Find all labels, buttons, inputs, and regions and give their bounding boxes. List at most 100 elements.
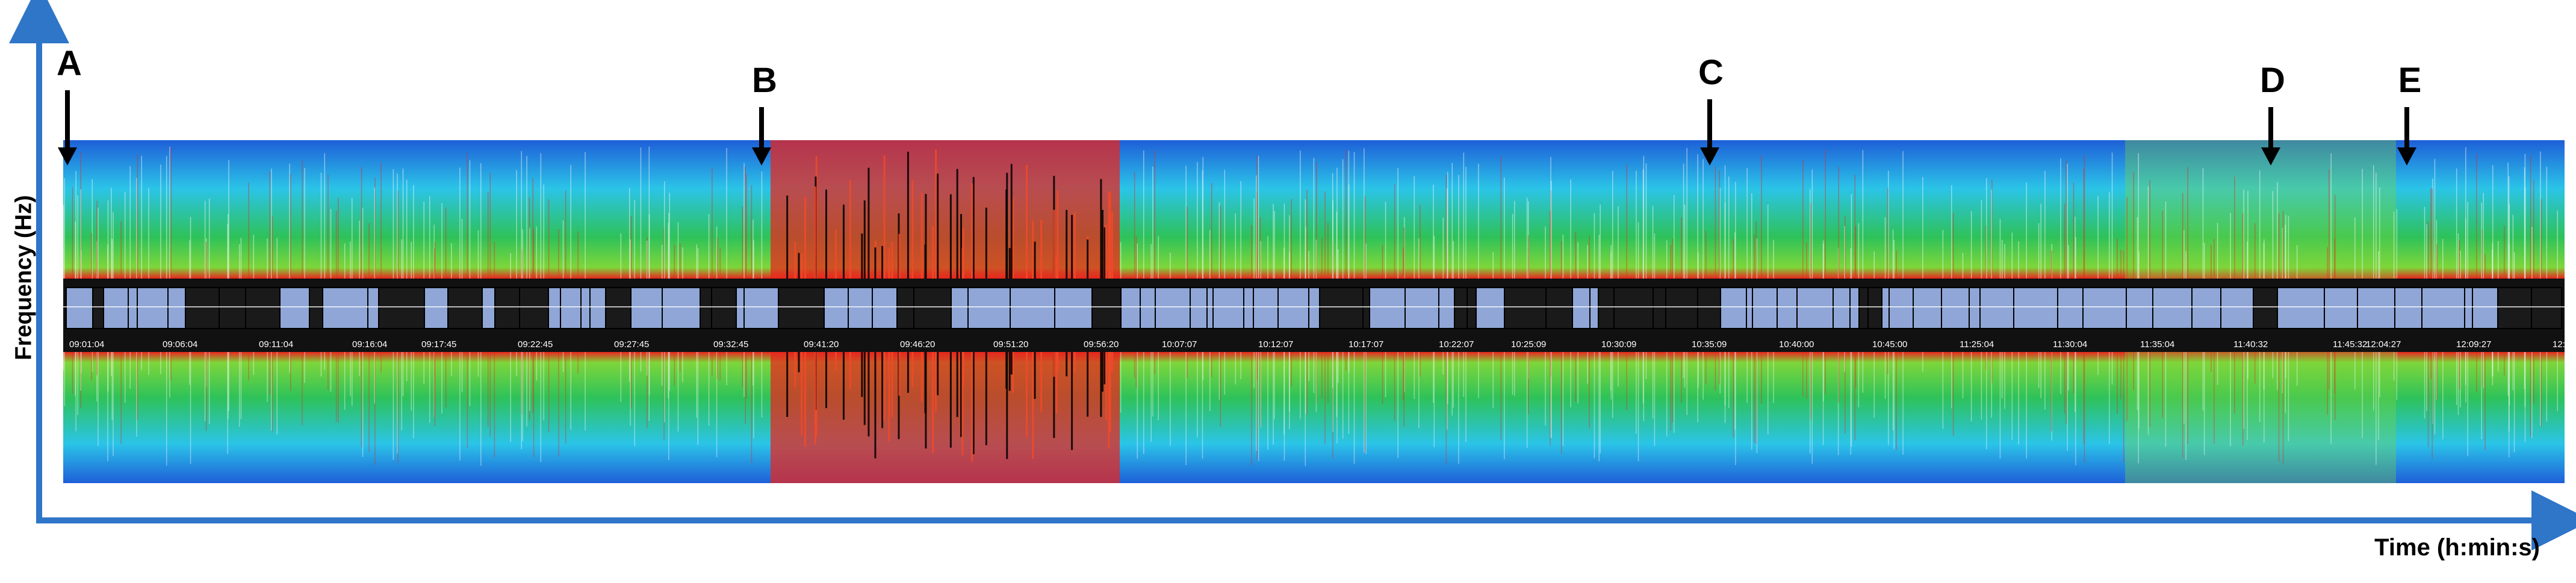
timeline-segment <box>245 287 281 329</box>
timeline-segment <box>1369 287 1406 329</box>
time-tick-label: 10:30:09 <box>1601 339 1636 350</box>
time-tick-label: 10:07:07 <box>1162 339 1197 350</box>
timeline-segment <box>185 287 220 329</box>
timeline-segment <box>662 287 701 329</box>
timeline-segment <box>2464 287 2473 329</box>
time-tick-label: 10:40:00 <box>1779 339 1814 350</box>
y-axis-label: Frequency (Hz) <box>11 195 37 360</box>
timeline-segment <box>1243 287 1254 329</box>
timeline-segment <box>1319 287 1364 329</box>
timeline-segment <box>2220 287 2254 329</box>
timeline-segment <box>1796 287 1834 329</box>
event-marker-label: B <box>752 61 777 100</box>
time-tick-label: 12:09:27 <box>2456 339 2491 350</box>
timeline-segment <box>1598 287 1615 329</box>
timeline-segment <box>92 287 104 329</box>
timeline-segment <box>137 287 169 329</box>
timeline-segment <box>1697 287 1721 329</box>
time-tick-label: 09:27:45 <box>614 339 649 350</box>
timeline-segment <box>1253 287 1279 329</box>
event-markers: A B C D E <box>57 44 2421 165</box>
timeline-segment <box>1849 287 1860 329</box>
timeline-segment <box>1010 287 1055 329</box>
timeline-segment <box>896 287 914 329</box>
time-tick-label: 10:35:09 <box>1692 339 1727 350</box>
timeline-segment <box>2394 287 2422 329</box>
time-tick-labels: 09:01:04 09:06:04 09:11:04 09:16:04 09:17:45… <box>69 339 2576 350</box>
timeline-segment <box>913 287 952 329</box>
event-marker-arrowhead <box>2261 147 2280 165</box>
timeline-segment <box>309 287 323 329</box>
spectrogram-lower <box>63 352 2565 483</box>
timeline-segment <box>1572 287 1591 329</box>
x-axis-label: Time (h:min:s) <box>2374 534 2540 561</box>
timeline-segment <box>2013 287 2058 329</box>
timeline-segment <box>1777 287 1798 329</box>
timeline-segment <box>2421 287 2465 329</box>
timeline-segment <box>1466 287 1477 329</box>
timeline-segment <box>736 287 745 329</box>
event-marker-c: C <box>1698 53 1724 165</box>
timeline-segment <box>1120 287 1141 329</box>
time-tick-label: 12:04:27 <box>2366 339 2401 350</box>
time-tick-label: 11:45:32 <box>2333 339 2367 350</box>
timeline-segment <box>482 287 495 329</box>
timeline-segment <box>424 287 448 329</box>
time-tick-label: 10:17:07 <box>1349 339 1383 350</box>
event-marker-d: D <box>2260 61 2285 165</box>
timeline-segment <box>824 287 849 329</box>
timeline-segment <box>1476 287 1505 329</box>
timeline-segment <box>1941 287 1970 329</box>
time-tick-label: 09:06:04 <box>163 339 197 350</box>
timeline-segment <box>1054 287 1093 329</box>
timeline-segment <box>2057 287 2084 329</box>
timeline-segment <box>1979 287 2014 329</box>
timeline-segment <box>1504 287 1547 329</box>
timeline-segment <box>1277 287 1309 329</box>
timeline-segment <box>1746 287 1753 329</box>
axes <box>9 0 2576 551</box>
timeline-segment <box>1752 287 1778 329</box>
timeline-segment <box>1545 287 1573 329</box>
event-marker-arrowhead <box>752 147 771 165</box>
timeline-segment <box>1653 287 1666 329</box>
timeline-segment <box>1438 287 1455 329</box>
timeline-segment <box>1589 287 1599 329</box>
timeline-segment <box>1969 287 1981 329</box>
timeline-segment <box>1858 287 1869 329</box>
time-tick-label: 10:25:09 <box>1511 339 1546 350</box>
timeline-segment <box>2126 287 2153 329</box>
time-tick-label: 09:16:04 <box>352 339 387 350</box>
timeline-segment <box>1140 287 1156 329</box>
time-tick-label: 10:22:07 <box>1439 339 1474 350</box>
timeline-segment <box>2082 287 2127 329</box>
timeline-segment <box>1212 287 1244 329</box>
timeline-segment <box>1720 287 1747 329</box>
timeline-segment <box>1454 287 1468 329</box>
event-marker-e: E <box>2397 61 2421 165</box>
timeline-segment <box>700 287 712 329</box>
timeline-band <box>63 279 2565 352</box>
timeline-segment <box>1881 287 1890 329</box>
timeline-segment <box>1833 287 1851 329</box>
timeline-segment <box>378 287 425 329</box>
time-tick-label: 09:01:04 <box>69 339 104 350</box>
timeline-segment <box>66 287 93 329</box>
timeline-segment <box>2152 287 2193 329</box>
time-tick-label: 09:32:45 <box>713 339 748 350</box>
timeline-segment <box>605 287 632 329</box>
event-marker-label: C <box>1698 53 1724 92</box>
timeline-segment <box>1091 287 1122 329</box>
timeline-segment <box>128 287 138 329</box>
timeline-segment <box>2324 287 2358 329</box>
time-tick-label: 09:11:04 <box>259 339 293 350</box>
timeline-segment <box>548 287 561 329</box>
event-marker-label: E <box>2398 61 2422 100</box>
event-marker-b: B <box>752 61 777 165</box>
time-tick-label: 11:40:32 <box>2233 339 2268 350</box>
timeline-segment <box>1190 287 1208 329</box>
timeline-segment <box>322 287 368 329</box>
time-tick-label: 09:41:20 <box>804 339 839 350</box>
timeline-segment <box>848 287 873 329</box>
